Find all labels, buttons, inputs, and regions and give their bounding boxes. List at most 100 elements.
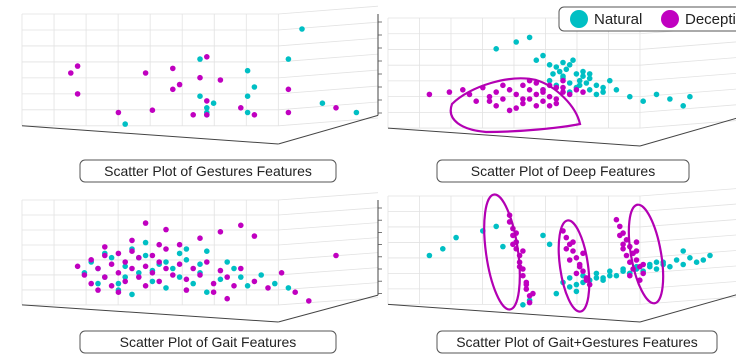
scatter-point bbox=[197, 93, 203, 99]
panel-4-frame bbox=[387, 188, 736, 323]
grid-line bbox=[278, 117, 379, 127]
scatter-point bbox=[183, 257, 190, 263]
scatter-point bbox=[500, 96, 506, 102]
scatter-point bbox=[553, 100, 560, 107]
scatter-point bbox=[170, 65, 176, 72]
scatter-point bbox=[506, 107, 513, 114]
scatter-point bbox=[546, 93, 553, 100]
series-deceptive bbox=[74, 220, 339, 304]
series-natural bbox=[122, 26, 360, 127]
legend-marker-deceptive bbox=[661, 10, 679, 28]
scatter-point bbox=[204, 54, 210, 60]
scatter-point bbox=[633, 248, 640, 254]
chart-title: Scatter Plot of Deep Features bbox=[471, 163, 655, 179]
scatter-point bbox=[251, 233, 258, 239]
scatter-point bbox=[520, 82, 526, 89]
scatter-point bbox=[353, 109, 360, 116]
scatter-point bbox=[319, 100, 326, 106]
scatter-point bbox=[285, 56, 292, 62]
scatter-point bbox=[533, 57, 540, 63]
scatter-point bbox=[95, 280, 101, 287]
scatter-point bbox=[570, 248, 576, 254]
grid-line bbox=[278, 101, 379, 111]
scatter-point bbox=[627, 272, 633, 279]
scatter-point bbox=[210, 100, 217, 106]
grid-line bbox=[278, 237, 379, 246]
scatter-point bbox=[170, 272, 176, 278]
scatter-point bbox=[204, 112, 210, 118]
scatter-point bbox=[566, 284, 573, 290]
chart-title: Scatter Plot of Gait+Gestures Features bbox=[456, 334, 698, 350]
scatter-point bbox=[653, 266, 660, 272]
grid-line bbox=[278, 252, 379, 261]
scatter-point bbox=[460, 87, 466, 93]
scatter-point bbox=[563, 234, 570, 241]
scatter-point bbox=[607, 77, 613, 84]
scatter-point bbox=[560, 59, 566, 66]
scatter-point bbox=[74, 263, 81, 270]
grid-line bbox=[278, 69, 379, 79]
scatter-point bbox=[573, 281, 580, 288]
scatter-point bbox=[546, 241, 553, 248]
scatter-point bbox=[292, 289, 299, 296]
scatter-point bbox=[231, 283, 237, 289]
grid-line bbox=[278, 297, 379, 306]
series-deceptive bbox=[426, 77, 586, 114]
scatter-point bbox=[576, 263, 583, 270]
scatter-point bbox=[163, 265, 169, 272]
grid-line bbox=[639, 203, 736, 212]
scatter-point bbox=[265, 285, 271, 291]
grid-line bbox=[639, 281, 736, 290]
scatter-point bbox=[238, 222, 244, 229]
scatter-point bbox=[576, 77, 583, 84]
scatter-point bbox=[550, 71, 556, 77]
scatter-point bbox=[210, 289, 217, 296]
scatter-point bbox=[586, 75, 593, 82]
scatter-point bbox=[653, 91, 660, 98]
grid-line bbox=[278, 5, 379, 15]
scatter-point bbox=[204, 289, 210, 296]
scatter-point bbox=[217, 267, 224, 274]
scatter-point bbox=[540, 98, 546, 104]
scatter-point bbox=[217, 276, 224, 283]
scatter-point bbox=[440, 246, 446, 252]
scatter-point bbox=[580, 268, 586, 275]
scatter-point bbox=[553, 64, 560, 70]
scatter-point bbox=[108, 254, 115, 261]
scatter-point bbox=[88, 280, 94, 287]
panel-1-frame bbox=[21, 5, 382, 145]
scatter-point bbox=[244, 283, 251, 289]
scatter-point bbox=[224, 274, 230, 280]
scatter-point bbox=[142, 283, 149, 289]
scatter-point bbox=[510, 241, 516, 248]
scatter-point bbox=[204, 248, 210, 254]
scatter-point bbox=[613, 216, 620, 223]
panel-4-points bbox=[426, 212, 713, 308]
cluster-outline bbox=[557, 219, 591, 313]
y-axis bbox=[639, 117, 736, 147]
scatter-point bbox=[560, 77, 566, 84]
scatter-point bbox=[580, 250, 586, 257]
scatter-point bbox=[136, 270, 142, 276]
scatter-point bbox=[607, 272, 613, 279]
scatter-point bbox=[647, 263, 653, 270]
scatter-point bbox=[102, 244, 108, 250]
panel-2-points bbox=[426, 34, 693, 114]
caption-box bbox=[79, 330, 337, 354]
scatter-point bbox=[426, 91, 433, 98]
scatter-point bbox=[620, 246, 626, 252]
scatter-point bbox=[176, 274, 183, 280]
scatter-point bbox=[523, 281, 530, 288]
grid-line bbox=[639, 188, 736, 197]
scatter-point bbox=[566, 275, 573, 281]
scatter-point bbox=[115, 250, 122, 257]
scatter-point bbox=[190, 265, 196, 272]
scatter-point bbox=[224, 295, 230, 302]
scatter-point bbox=[556, 68, 563, 75]
scatter-point bbox=[573, 71, 580, 77]
scatter-point bbox=[640, 98, 646, 104]
scatter-point bbox=[217, 77, 224, 83]
scatter-point bbox=[238, 274, 244, 280]
scatter-point bbox=[620, 241, 626, 248]
scatter-point bbox=[486, 93, 493, 100]
